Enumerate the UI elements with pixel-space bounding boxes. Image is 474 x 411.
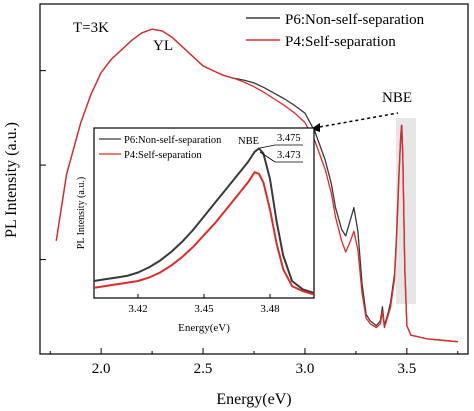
inset-x-tick-label: 3.45 [194, 303, 214, 315]
inset-x-ticks: 3.42 3.45 3.48 [128, 294, 280, 315]
inset-series-line-p4 [93, 171, 315, 296]
main-x-tick-label: 3.5 [397, 361, 416, 377]
yl-label: YL [153, 38, 173, 54]
inset-x-tick-label: 3.48 [260, 303, 280, 315]
inset-nbe-label: NBE [238, 136, 259, 147]
legend-label-p6: P6:Non-self-separation [285, 12, 425, 28]
main-y-axis-label: PL Intensity (a.u.) [3, 122, 20, 238]
main-series-line-p4 [55, 28, 458, 343]
main-chart: 2.0 2.5 3.0 3.5 T=3K YL NBE P6:Non-self-sep… [3, 3, 469, 408]
inset-peak2-leader [259, 151, 276, 163]
main-series-group [55, 28, 458, 343]
inset-plot-frame [93, 127, 315, 299]
inset-peak2-label: 3.473 [277, 150, 301, 161]
main-legend: P6:Non-self-separation P4:Self-separatio… [246, 12, 425, 50]
main-y-ticks [40, 70, 46, 261]
nbe-highlight-band [396, 118, 416, 304]
inset-x-tick-label: 3.42 [128, 303, 147, 315]
inset-series-group [93, 147, 315, 296]
inset-pointer-line [313, 112, 399, 129]
inset-chart: 3.42 3.45 3.48 P6:Non-self-separation P4:S… [76, 127, 315, 334]
inset-x-axis-label: Energy(eV) [178, 322, 230, 334]
inset-legend-label-p6: P6:Non-self-separation [124, 135, 222, 146]
main-x-axis-label: Energy(eV) [216, 391, 291, 408]
main-x-tick-label: 2.5 [194, 361, 213, 377]
inset-y-axis-label: PL Intensity (a.u.) [76, 177, 87, 249]
temperature-label: T=3K [73, 20, 109, 36]
main-x-ticks: 2.0 2.5 3.0 3.5 [49, 348, 459, 377]
inset-legend: P6:Non-self-separation P4:Self-separatio… [99, 135, 222, 161]
inset-legend-label-p4: P4:Self-separation [124, 150, 202, 161]
inset-peak1-leader [259, 144, 276, 149]
main-x-tick-label: 3.0 [296, 361, 315, 377]
nbe-label: NBE [382, 90, 412, 106]
main-x-tick-label: 2.0 [92, 361, 111, 377]
legend-label-p4: P4:Self-separation [285, 34, 396, 50]
inset-series-line-p6 [93, 147, 315, 294]
inset-peak1-label: 3.475 [277, 133, 301, 144]
